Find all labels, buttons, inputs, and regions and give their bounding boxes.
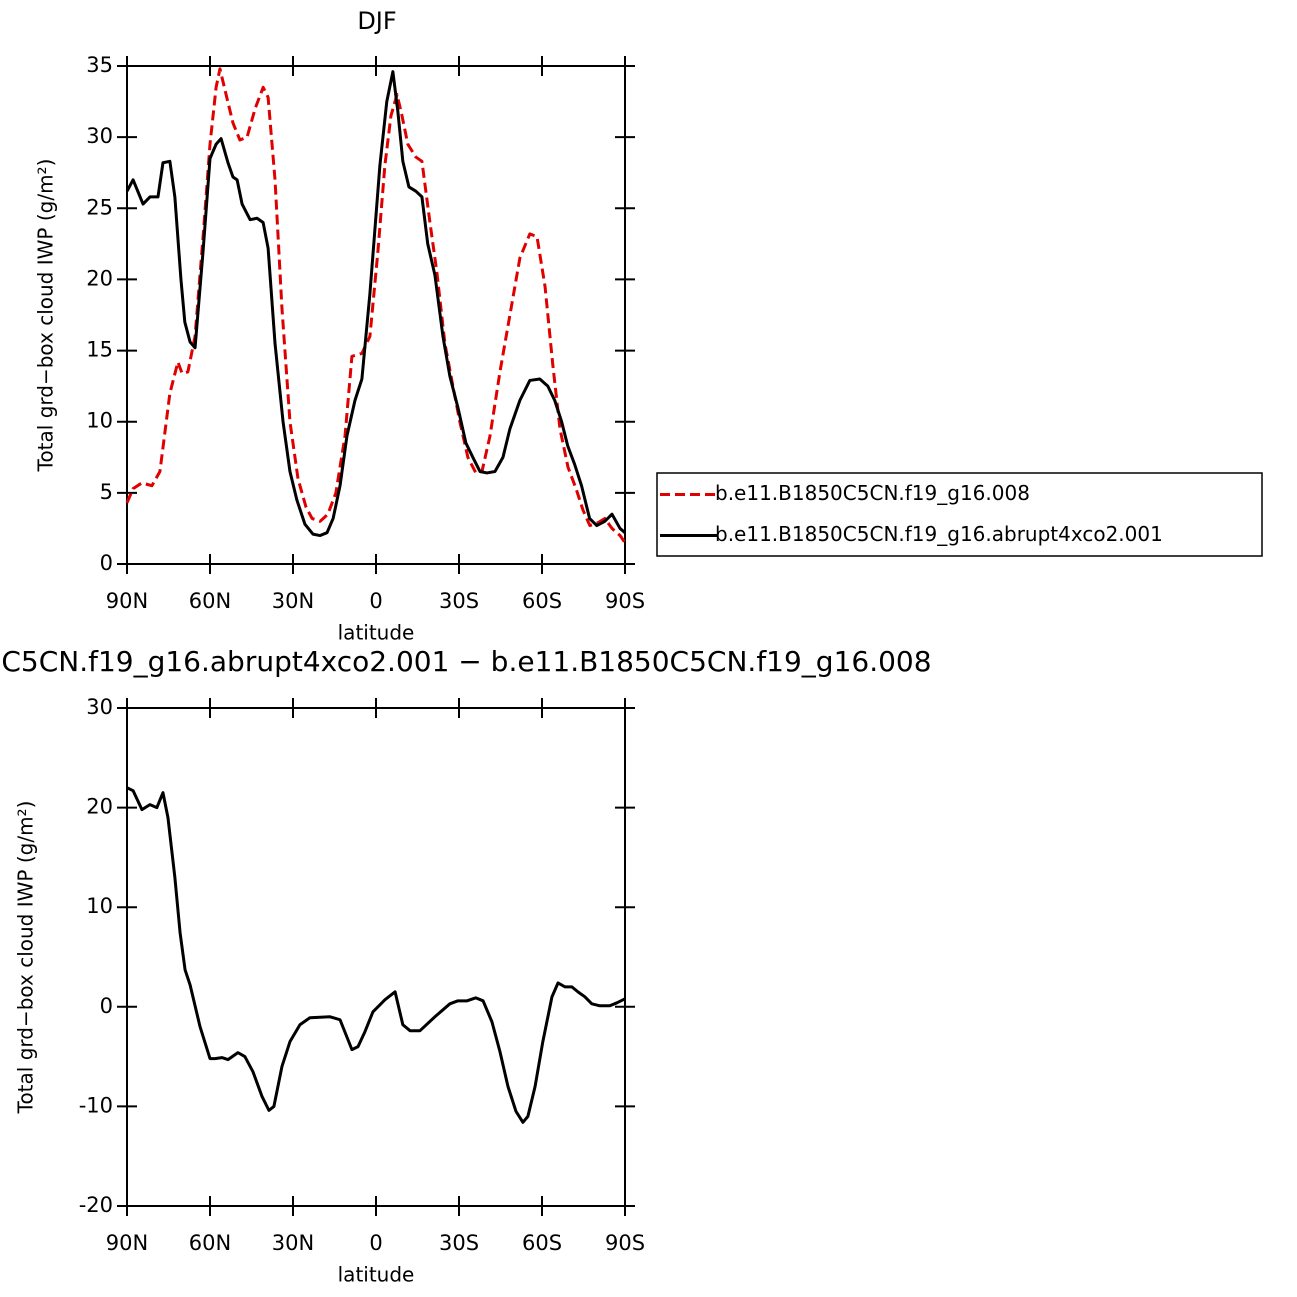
x-tick-label: 90N <box>106 589 148 613</box>
y-tick-label: 20 <box>86 266 113 290</box>
y-axis-label: Total grd−box cloud IWP (g/m²) <box>34 159 58 473</box>
x-tick-label: 0 <box>369 1231 382 1255</box>
y-tick-label: 35 <box>86 53 113 77</box>
y-tick-label: -10 <box>79 1093 113 1117</box>
x-axis-label: latitude <box>338 1263 415 1287</box>
x-tick-label: 30S <box>439 589 479 613</box>
data-line <box>125 67 627 544</box>
legend-label: b.e11.B1850C5CN.f19_g16.008 <box>715 481 1030 505</box>
x-tick-label: 60N <box>189 589 231 613</box>
y-tick-label: 5 <box>100 480 113 504</box>
x-tick-label: 90S <box>605 589 645 613</box>
x-tick-label: 60S <box>522 589 562 613</box>
y-tick-label: 15 <box>86 338 113 362</box>
x-tick-label: 90N <box>106 1231 148 1255</box>
x-tick-label: 30N <box>272 1231 314 1255</box>
data-line <box>125 70 626 538</box>
legend-label: b.e11.B1850C5CN.f19_g16.abrupt4xco2.001 <box>715 522 1163 546</box>
x-tick-label: 60S <box>522 1231 562 1255</box>
chart-title: DJF <box>357 7 396 35</box>
data-line <box>126 786 626 1124</box>
legend-box <box>656 472 1263 557</box>
x-tick-label: 0 <box>369 589 382 613</box>
x-tick-label: 60N <box>189 1231 231 1255</box>
x-tick-label: 30N <box>272 589 314 613</box>
x-axis-label: latitude <box>338 621 415 645</box>
y-tick-label: 10 <box>86 894 113 918</box>
y-axis-label: Total grd−box cloud IWP (g/m²) <box>14 801 38 1115</box>
y-tick-label: 0 <box>100 994 113 1018</box>
y-tick-label: -20 <box>79 1193 113 1217</box>
y-tick-label: 30 <box>86 695 113 719</box>
y-tick-label: 25 <box>86 195 113 219</box>
x-tick-label: 30S <box>439 1231 479 1255</box>
y-tick-label: 10 <box>86 409 113 433</box>
x-tick-label: 90S <box>605 1231 645 1255</box>
plot-frame <box>126 65 626 565</box>
chart-title: b.e11.B1850C5CN.f19_g16.abrupt4xco2.001 … <box>0 645 932 678</box>
plot-frame <box>126 707 626 1207</box>
y-tick-label: 30 <box>86 124 113 148</box>
y-tick-label: 20 <box>86 795 113 819</box>
y-tick-label: 0 <box>100 551 113 575</box>
